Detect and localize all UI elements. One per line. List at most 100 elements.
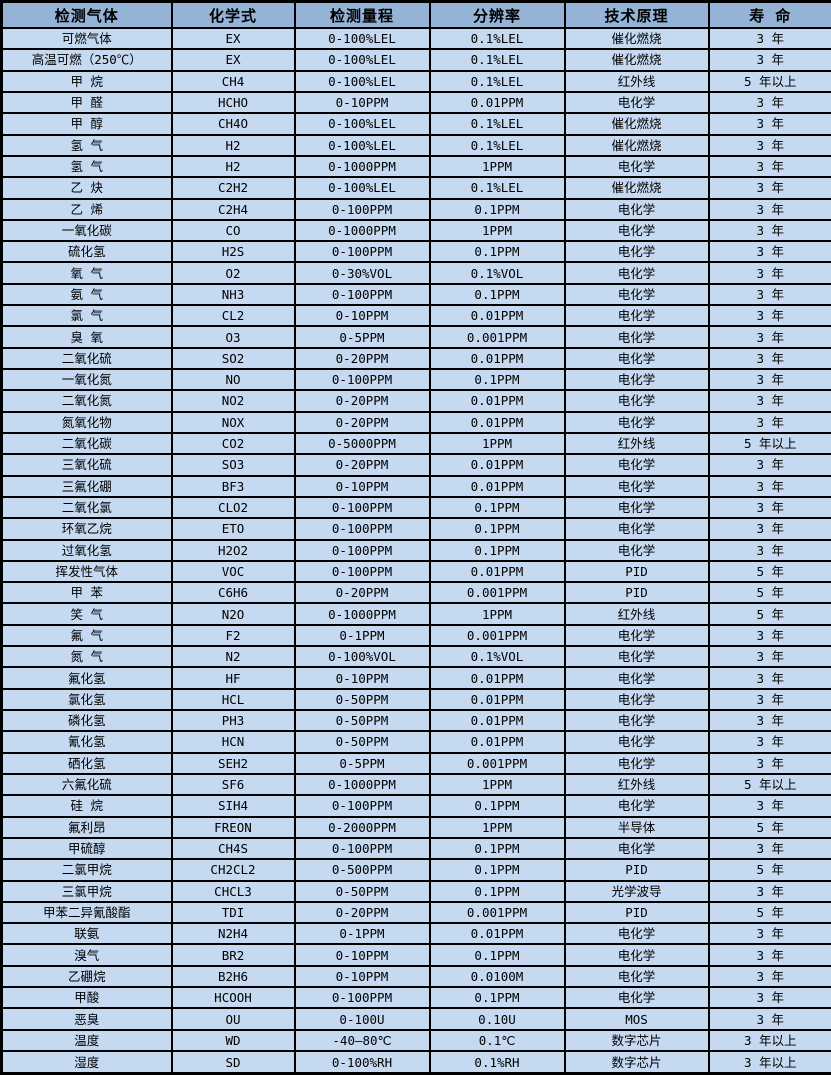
cell-range: 0-5PPM: [293, 325, 431, 349]
cell-range: 0-100PPM: [293, 197, 431, 221]
cell-principle: 电化学: [563, 154, 710, 179]
cell-gas-name: 氯 气: [0, 304, 173, 328]
cell-formula: BR2: [170, 943, 296, 967]
cell-gas-name: 甲 醇: [0, 112, 173, 136]
cell-gas-name: 三氯甲烷: [0, 879, 173, 903]
cell-formula: FREON: [170, 815, 296, 839]
cell-gas-name: 联氨: [0, 922, 173, 946]
cell-range: 0-1000PPM: [293, 602, 431, 626]
cell-principle: 红外线: [563, 431, 710, 456]
cell-lifespan: 5 年: [707, 900, 831, 925]
cell-gas-name: 三氧化硫: [0, 453, 173, 477]
table-row: 甲 醇 CH4O 0-100%LEL 0.1%LEL 催化燃烧 3 年: [0, 112, 831, 136]
cell-resolution: 0.01PPM: [428, 453, 566, 477]
cell-resolution: 0.1%VOL: [428, 261, 566, 285]
cell-gas-name: 甲苯二异氰酸酯: [0, 900, 173, 925]
cell-gas-name: 一氧化碳: [0, 218, 173, 243]
cell-resolution: 0.01PPM: [428, 389, 566, 413]
cell-lifespan: 3 年: [707, 197, 831, 221]
cell-resolution: 0.01PPM: [428, 410, 566, 434]
table-row: 二氧化碳 CO2 0-5000PPM 1PPM 红外线 5 年以上: [0, 431, 831, 456]
table-row: 一氧化氮 NO 0-100PPM 0.1PPM 电化学 3 年: [0, 367, 831, 392]
cell-gas-name: 乙硼烷: [0, 964, 173, 989]
cell-resolution: 1PPM: [428, 154, 566, 179]
cell-formula: SIH4: [170, 794, 296, 818]
cell-resolution: 0.1%LEL: [428, 26, 566, 51]
cell-resolution: 0.1PPM: [428, 943, 566, 967]
cell-lifespan: 3 年: [707, 730, 831, 754]
cell-principle: 半导体: [563, 815, 710, 839]
cell-gas-name: 氢 气: [0, 133, 173, 157]
table-row: 一氧化碳 CO 0-1000PPM 1PPM 电化学 3 年: [0, 218, 831, 243]
cell-principle: 电化学: [563, 986, 710, 1010]
table-row: 氯化氢 HCL 0-50PPM 0.01PPM 电化学 3 年: [0, 687, 831, 712]
cell-formula: SF6: [170, 772, 296, 797]
cell-lifespan: 3 年: [707, 879, 831, 903]
cell-resolution: 0.001PPM: [428, 751, 566, 775]
cell-lifespan: 5 年: [707, 858, 831, 882]
cell-resolution: 0.1PPM: [428, 197, 566, 221]
table-row: 环氧乙烷 ETO 0-100PPM 0.1PPM 电化学 3 年: [0, 517, 831, 541]
cell-principle: 电化学: [563, 410, 710, 434]
cell-principle: 红外线: [563, 602, 710, 626]
cell-lifespan: 3 年: [707, 90, 831, 115]
table-row: 氰化氢 HCN 0-50PPM 0.01PPM 电化学 3 年: [0, 730, 831, 754]
table-row: 二氧化氯 CLO2 0-100PPM 0.1PPM 电化学 3 年: [0, 495, 831, 520]
cell-formula: CH2CL2: [170, 858, 296, 882]
cell-gas-name: 三氟化硼: [0, 474, 173, 498]
cell-principle: 电化学: [563, 282, 710, 307]
cell-resolution: 1PPM: [428, 772, 566, 797]
table-row: 氮 气 N2 0-100%VOL 0.1%VOL 电化学 3 年: [0, 645, 831, 669]
cell-gas-name: 氟利昂: [0, 815, 173, 839]
cell-lifespan: 3 年: [707, 964, 831, 989]
cell-formula: PH3: [170, 708, 296, 733]
cell-gas-name: 氧 气: [0, 261, 173, 285]
table-row: 联氨 N2H4 0-1PPM 0.01PPM 电化学 3 年: [0, 922, 831, 946]
table-row: 乙 烯 C2H4 0-100PPM 0.1PPM 电化学 3 年: [0, 197, 831, 221]
cell-principle: 电化学: [563, 538, 710, 562]
cell-formula: HF: [170, 666, 296, 690]
table-row: 可燃气体 EX 0-100%LEL 0.1%LEL 催化燃烧 3 年: [0, 26, 831, 51]
table-row: 二氧化氮 NO2 0-20PPM 0.01PPM 电化学 3 年: [0, 389, 831, 413]
cell-formula: ETO: [170, 517, 296, 541]
cell-gas-name: 硫化氢: [0, 240, 173, 264]
cell-range: 0-100PPM: [293, 836, 431, 861]
cell-formula: CL2: [170, 304, 296, 328]
table-row: 高温可燃（250℃） EX 0-100%LEL 0.1%LEL 催化燃烧 3 年: [0, 48, 831, 72]
cell-principle: 电化学: [563, 964, 710, 989]
cell-principle: MOS: [563, 1007, 710, 1031]
table-row: 甲 苯 C6H6 0-20PPM 0.001PPM PID 5 年: [0, 581, 831, 605]
cell-principle: 电化学: [563, 218, 710, 243]
table-row: 二氯甲烷 CH2CL2 0-500PPM 0.1PPM PID 5 年: [0, 858, 831, 882]
cell-resolution: 1PPM: [428, 602, 566, 626]
cell-formula: CH4O: [170, 112, 296, 136]
table-row: 挥发性气体 VOC 0-100PPM 0.01PPM PID 5 年: [0, 559, 831, 584]
cell-range: 0-1000PPM: [293, 772, 431, 797]
cell-principle: PID: [563, 581, 710, 605]
column-header-gas: 检测气体: [0, 0, 173, 29]
cell-lifespan: 5 年以上: [707, 431, 831, 456]
cell-gas-name: 温度: [0, 1028, 173, 1053]
cell-lifespan: 3 年: [707, 666, 831, 690]
cell-range: 0-20PPM: [293, 900, 431, 925]
cell-formula: C2H4: [170, 197, 296, 221]
column-header-principle: 技术原理: [563, 0, 710, 29]
cell-lifespan: 3 年: [707, 389, 831, 413]
cell-principle: 电化学: [563, 730, 710, 754]
cell-formula: CH4S: [170, 836, 296, 861]
cell-resolution: 0.1%LEL: [428, 48, 566, 72]
cell-lifespan: 3 年: [707, 410, 831, 434]
cell-gas-name: 可燃气体: [0, 26, 173, 51]
cell-formula: F2: [170, 623, 296, 648]
table-row: 溴气 BR2 0-10PPM 0.1PPM 电化学 3 年: [0, 943, 831, 967]
cell-range: 0-1000PPM: [293, 218, 431, 243]
cell-range: 0-20PPM: [293, 410, 431, 434]
table-row: 恶臭 OU 0-100U 0.10U MOS 3 年: [0, 1007, 831, 1031]
cell-gas-name: 乙 炔: [0, 176, 173, 200]
cell-formula: EX: [170, 26, 296, 51]
table-row: 二氧化硫 SO2 0-20PPM 0.01PPM 电化学 3 年: [0, 346, 831, 371]
table-row: 氢 气 H2 0-1000PPM 1PPM 电化学 3 年: [0, 154, 831, 179]
cell-lifespan: 3 年以上: [707, 1028, 831, 1053]
cell-lifespan: 3 年: [707, 48, 831, 72]
